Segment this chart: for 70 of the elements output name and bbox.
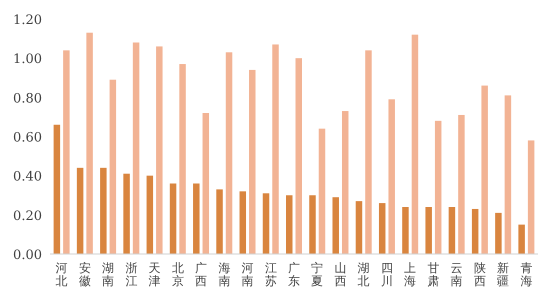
bar	[458, 114, 465, 254]
bar	[378, 203, 386, 254]
x-tick-label: 湖北	[358, 261, 370, 288]
bar	[249, 70, 256, 254]
x-tick-label: 甘肃	[427, 261, 440, 288]
bar	[528, 140, 534, 254]
bar	[296, 58, 302, 254]
bar	[170, 184, 176, 254]
bar	[504, 95, 512, 254]
bar	[76, 168, 84, 254]
bar	[309, 195, 316, 254]
bar	[402, 207, 409, 254]
x-tick-label: 海南	[218, 261, 230, 288]
x-tick-label: 陕西	[474, 261, 486, 288]
y-tick-label: 0.40	[13, 170, 42, 185]
bar	[495, 212, 502, 254]
bar	[123, 174, 130, 254]
bar	[342, 111, 348, 254]
bar	[100, 168, 107, 254]
bar	[240, 191, 246, 254]
bar	[216, 189, 223, 254]
bar	[193, 184, 200, 254]
x-tick-label: 江苏	[264, 261, 277, 288]
y-tick-label: 0.60	[13, 130, 42, 146]
x-tick-label: 上海	[404, 261, 416, 288]
y-tick-label: 0.20	[13, 208, 42, 224]
x-tick-label: 广东	[288, 261, 300, 288]
x-tick-label: 云南	[450, 261, 463, 288]
bar	[132, 42, 140, 254]
bar	[356, 201, 362, 254]
x-tick-label: 浙江	[125, 261, 138, 288]
bar	[226, 52, 232, 254]
x-tick-label: 青海	[520, 261, 532, 288]
bar	[365, 50, 372, 254]
x-tick-label: 河北	[56, 261, 68, 288]
x-tick-label: 山西	[334, 261, 346, 288]
bar	[202, 113, 210, 254]
bar	[179, 64, 186, 254]
x-tick-label: 四川	[380, 261, 393, 288]
bar	[332, 197, 339, 254]
y-tick-label: 1.00	[13, 52, 42, 68]
x-tick-label: 湖南	[102, 261, 114, 288]
bar	[412, 34, 418, 254]
bar	[434, 120, 442, 254]
bar	[110, 80, 116, 254]
y-tick-label: 0.00	[13, 248, 42, 263]
bar	[272, 44, 279, 254]
bar	[156, 46, 163, 254]
x-tick-label: 安徽	[78, 261, 91, 288]
bar	[146, 176, 154, 254]
x-tick-label: 河南	[242, 261, 254, 288]
bar	[286, 195, 292, 254]
bar	[518, 224, 525, 254]
x-tick-label: 天津	[148, 261, 161, 288]
bar	[425, 207, 432, 254]
bar	[388, 99, 395, 254]
x-tick-label: 宁夏	[311, 261, 324, 288]
x-tick-label: 北京	[172, 261, 184, 288]
x-tick-label: 新疆	[497, 261, 510, 288]
x-tick-label: 广西	[195, 261, 208, 288]
y-tick-label: 0.80	[13, 91, 42, 106]
bar	[318, 128, 326, 254]
bar	[448, 207, 456, 254]
bar	[86, 32, 93, 254]
y-tick-label: 1.20	[13, 13, 42, 28]
bar	[472, 208, 478, 254]
bar	[262, 193, 270, 254]
bar	[481, 86, 488, 254]
bar	[54, 124, 60, 254]
bar	[63, 50, 70, 254]
